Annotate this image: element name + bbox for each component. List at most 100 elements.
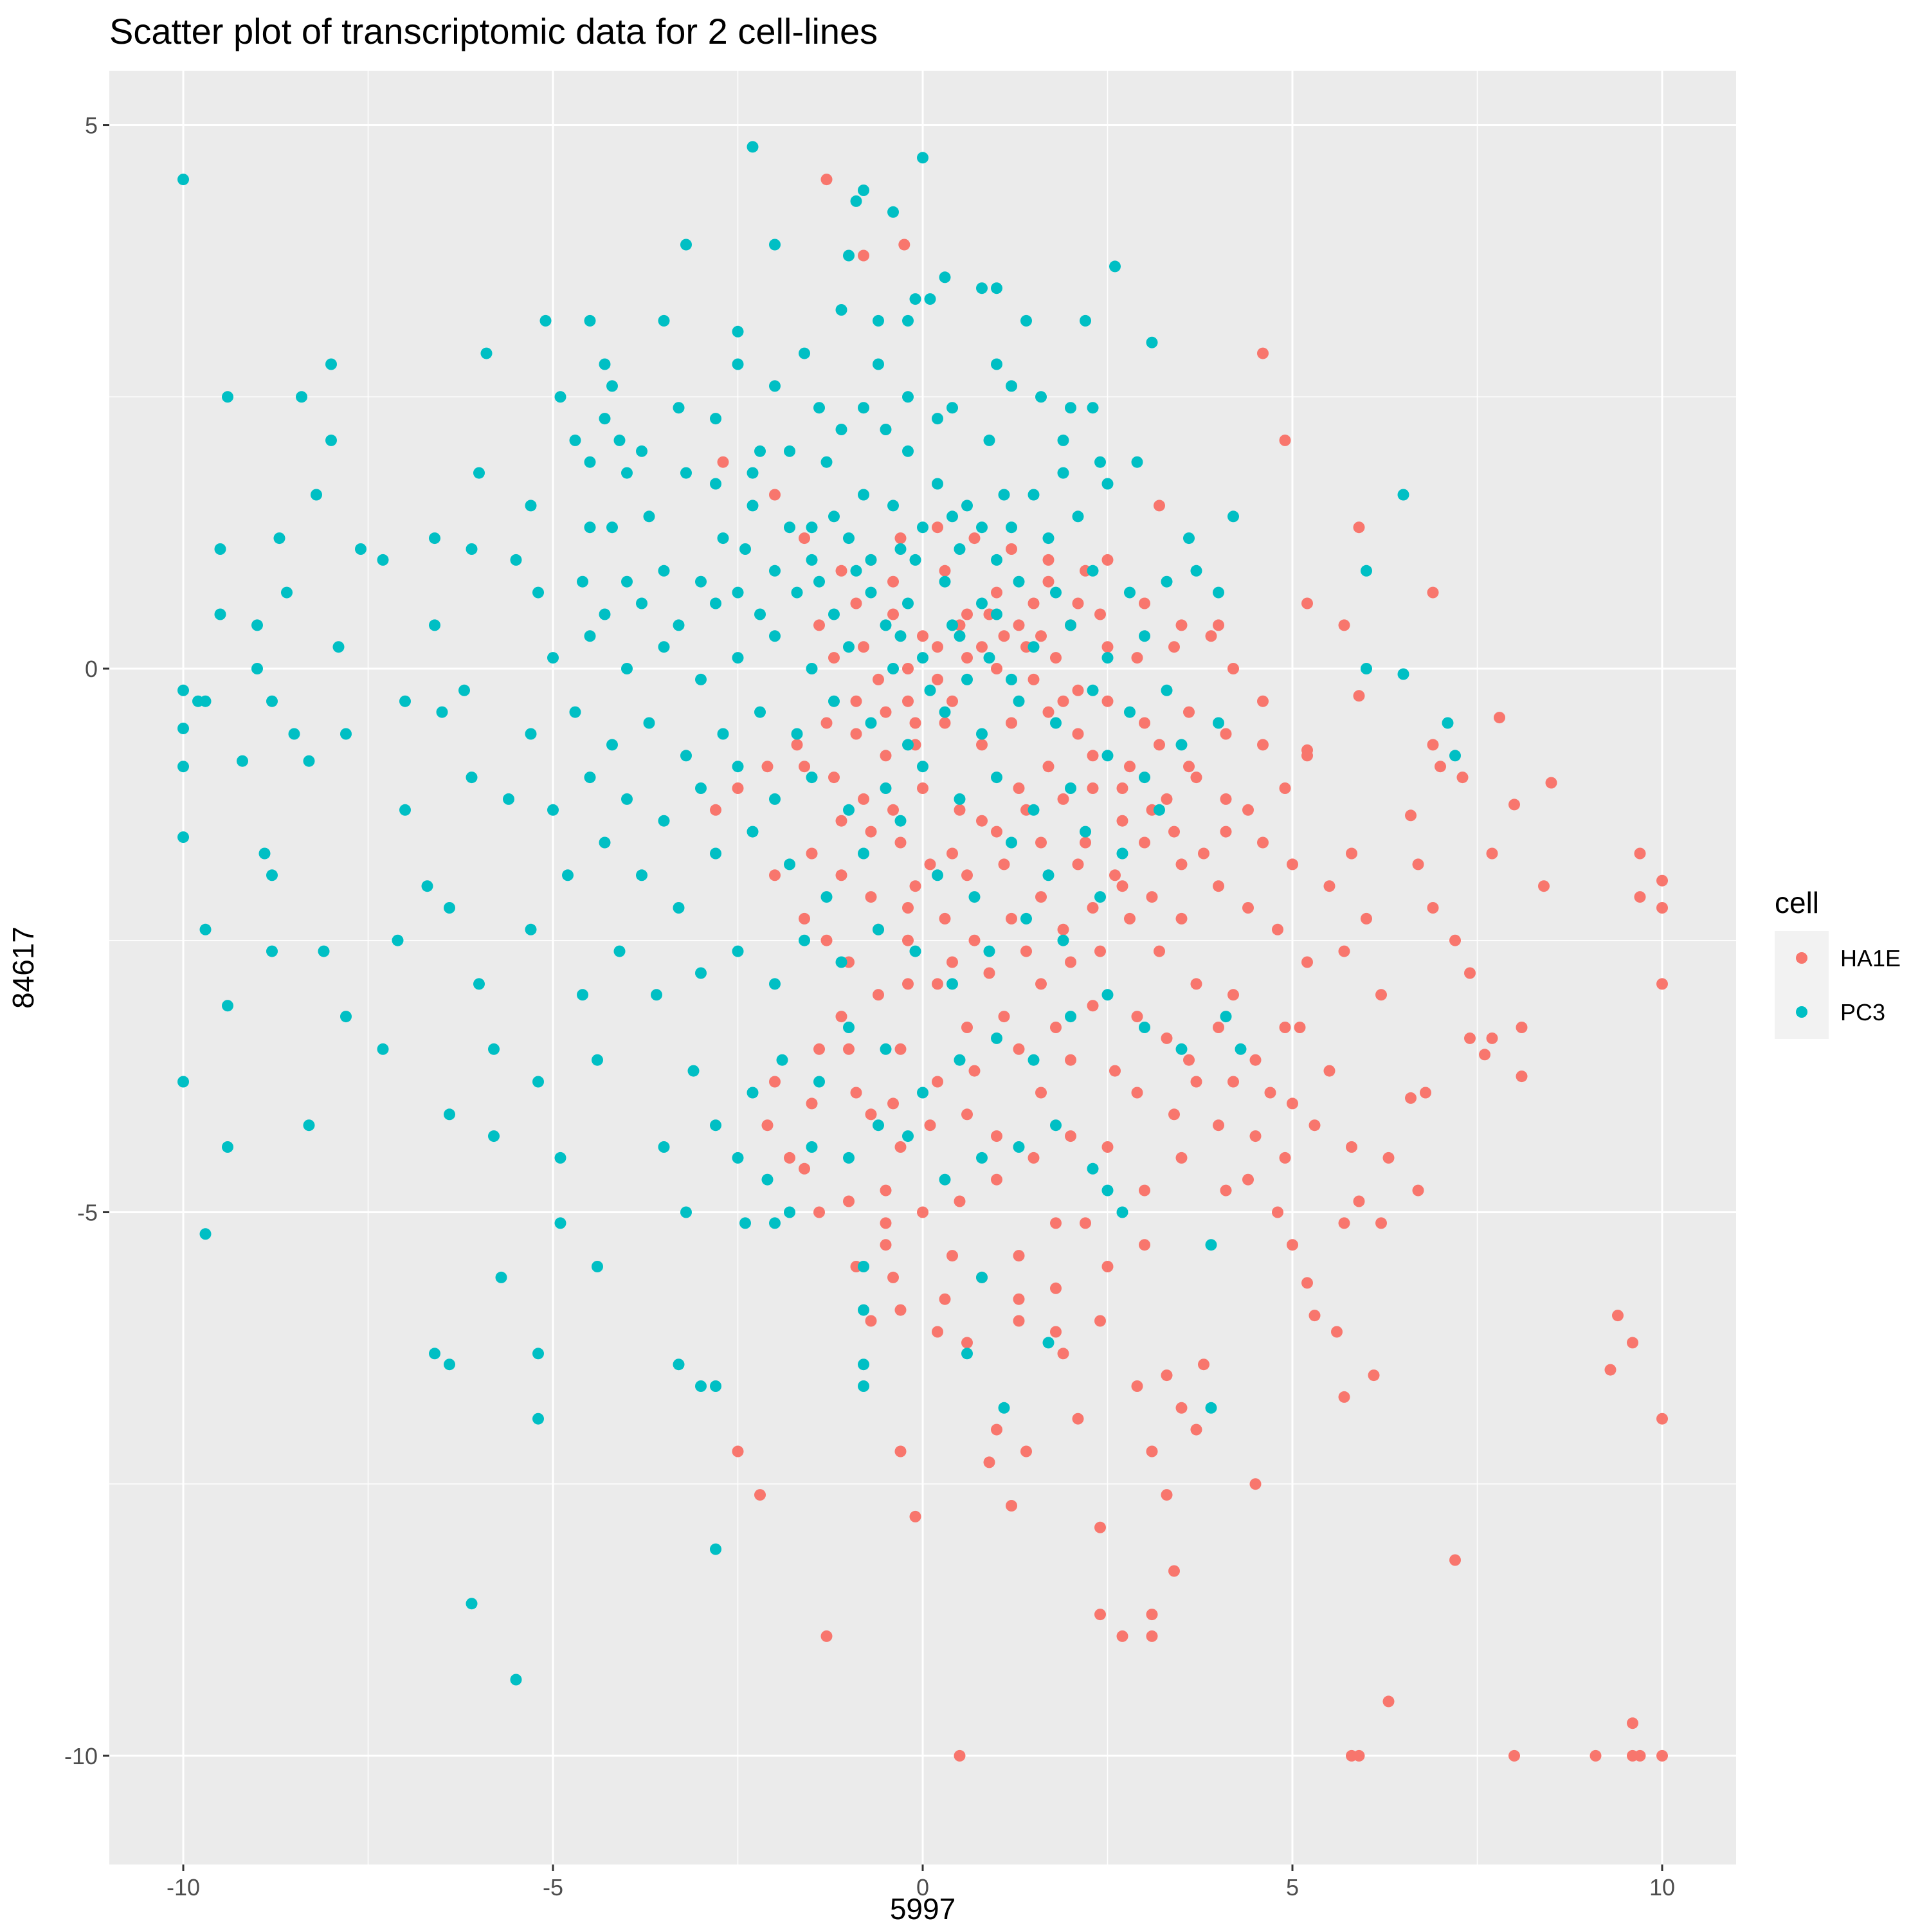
data-point <box>887 663 899 674</box>
data-point <box>732 1445 744 1458</box>
data-point <box>1427 739 1439 751</box>
data-point <box>547 804 559 816</box>
data-point <box>532 1413 544 1425</box>
data-point <box>991 282 1002 294</box>
data-point <box>1028 641 1040 653</box>
data-point <box>399 695 411 707</box>
data-point <box>554 391 566 403</box>
data-point <box>946 619 958 631</box>
data-point <box>1420 1087 1431 1099</box>
data-point <box>894 815 907 827</box>
data-point <box>954 804 966 816</box>
data-point <box>554 1151 566 1164</box>
data-point <box>554 1217 566 1229</box>
data-point <box>710 847 721 860</box>
data-point <box>1028 1151 1040 1164</box>
data-point <box>998 489 1010 501</box>
data-point <box>1257 739 1269 751</box>
data-point <box>961 1108 973 1121</box>
data-point <box>1013 1043 1025 1055</box>
data-point <box>1006 543 1017 555</box>
data-point <box>873 314 884 327</box>
data-point <box>806 1097 818 1110</box>
data-point <box>1479 1049 1490 1061</box>
data-point <box>584 456 596 468</box>
data-point <box>769 239 781 251</box>
data-point <box>747 826 759 838</box>
data-point <box>1116 847 1128 860</box>
data-point <box>1094 1609 1106 1621</box>
data-point <box>732 652 744 664</box>
data-point <box>806 772 818 784</box>
data-point <box>1072 728 1084 740</box>
data-point <box>473 978 485 990</box>
data-point <box>1412 858 1424 871</box>
data-point <box>1464 967 1476 979</box>
data-point <box>1175 739 1188 751</box>
data-point <box>592 1261 603 1272</box>
data-point <box>784 1151 795 1164</box>
data-point <box>1131 652 1143 664</box>
data-point <box>858 1359 869 1371</box>
data-point <box>1101 554 1114 566</box>
data-point <box>835 815 847 827</box>
data-point <box>902 739 914 751</box>
data-point <box>1050 1119 1062 1132</box>
data-point <box>887 608 899 620</box>
data-point <box>932 1326 943 1338</box>
data-point <box>1338 1391 1350 1403</box>
data-point <box>392 934 404 946</box>
data-point <box>887 1271 899 1283</box>
data-point <box>858 1380 869 1392</box>
data-point <box>532 1076 544 1088</box>
y-tick-label: 0 <box>85 656 98 682</box>
data-point <box>1028 597 1040 609</box>
data-point <box>1161 1032 1173 1044</box>
data-point <box>991 772 1002 784</box>
data-point <box>843 1022 855 1033</box>
data-point <box>458 684 470 696</box>
data-point <box>1013 1315 1025 1327</box>
data-point <box>1035 1087 1047 1099</box>
data-point <box>924 293 936 305</box>
data-point <box>894 1304 907 1316</box>
data-point <box>1080 826 1091 838</box>
data-point <box>1101 695 1114 707</box>
data-point <box>1375 1217 1387 1229</box>
data-point <box>1013 1250 1025 1262</box>
data-point <box>1353 521 1365 534</box>
data-point <box>1235 1043 1247 1055</box>
data-point <box>1146 1609 1158 1621</box>
data-point <box>525 923 537 935</box>
data-point <box>1065 1054 1076 1066</box>
data-point <box>898 239 910 251</box>
data-point <box>1154 739 1165 751</box>
data-point <box>769 564 781 577</box>
data-point <box>1338 1217 1350 1229</box>
data-point <box>1412 1184 1424 1196</box>
data-point <box>1397 489 1409 501</box>
data-point <box>820 934 833 946</box>
data-point <box>850 695 862 707</box>
data-point <box>858 1261 869 1272</box>
data-point <box>769 978 781 990</box>
data-point <box>858 1304 869 1316</box>
data-point <box>813 402 825 414</box>
data-point <box>1435 761 1446 773</box>
data-point <box>1094 891 1106 903</box>
data-point <box>1116 815 1128 827</box>
data-point <box>946 978 958 990</box>
data-point <box>902 391 914 403</box>
data-point <box>1116 1630 1128 1642</box>
x-tick-label: 5 <box>1286 1874 1299 1900</box>
data-point <box>1013 782 1025 794</box>
data-point <box>266 695 278 707</box>
data-point <box>887 500 899 512</box>
data-point <box>1368 1369 1380 1382</box>
data-point <box>1175 858 1188 871</box>
data-point <box>976 815 988 827</box>
data-point <box>784 445 795 457</box>
data-point <box>1020 314 1032 327</box>
data-point <box>1006 1500 1017 1512</box>
